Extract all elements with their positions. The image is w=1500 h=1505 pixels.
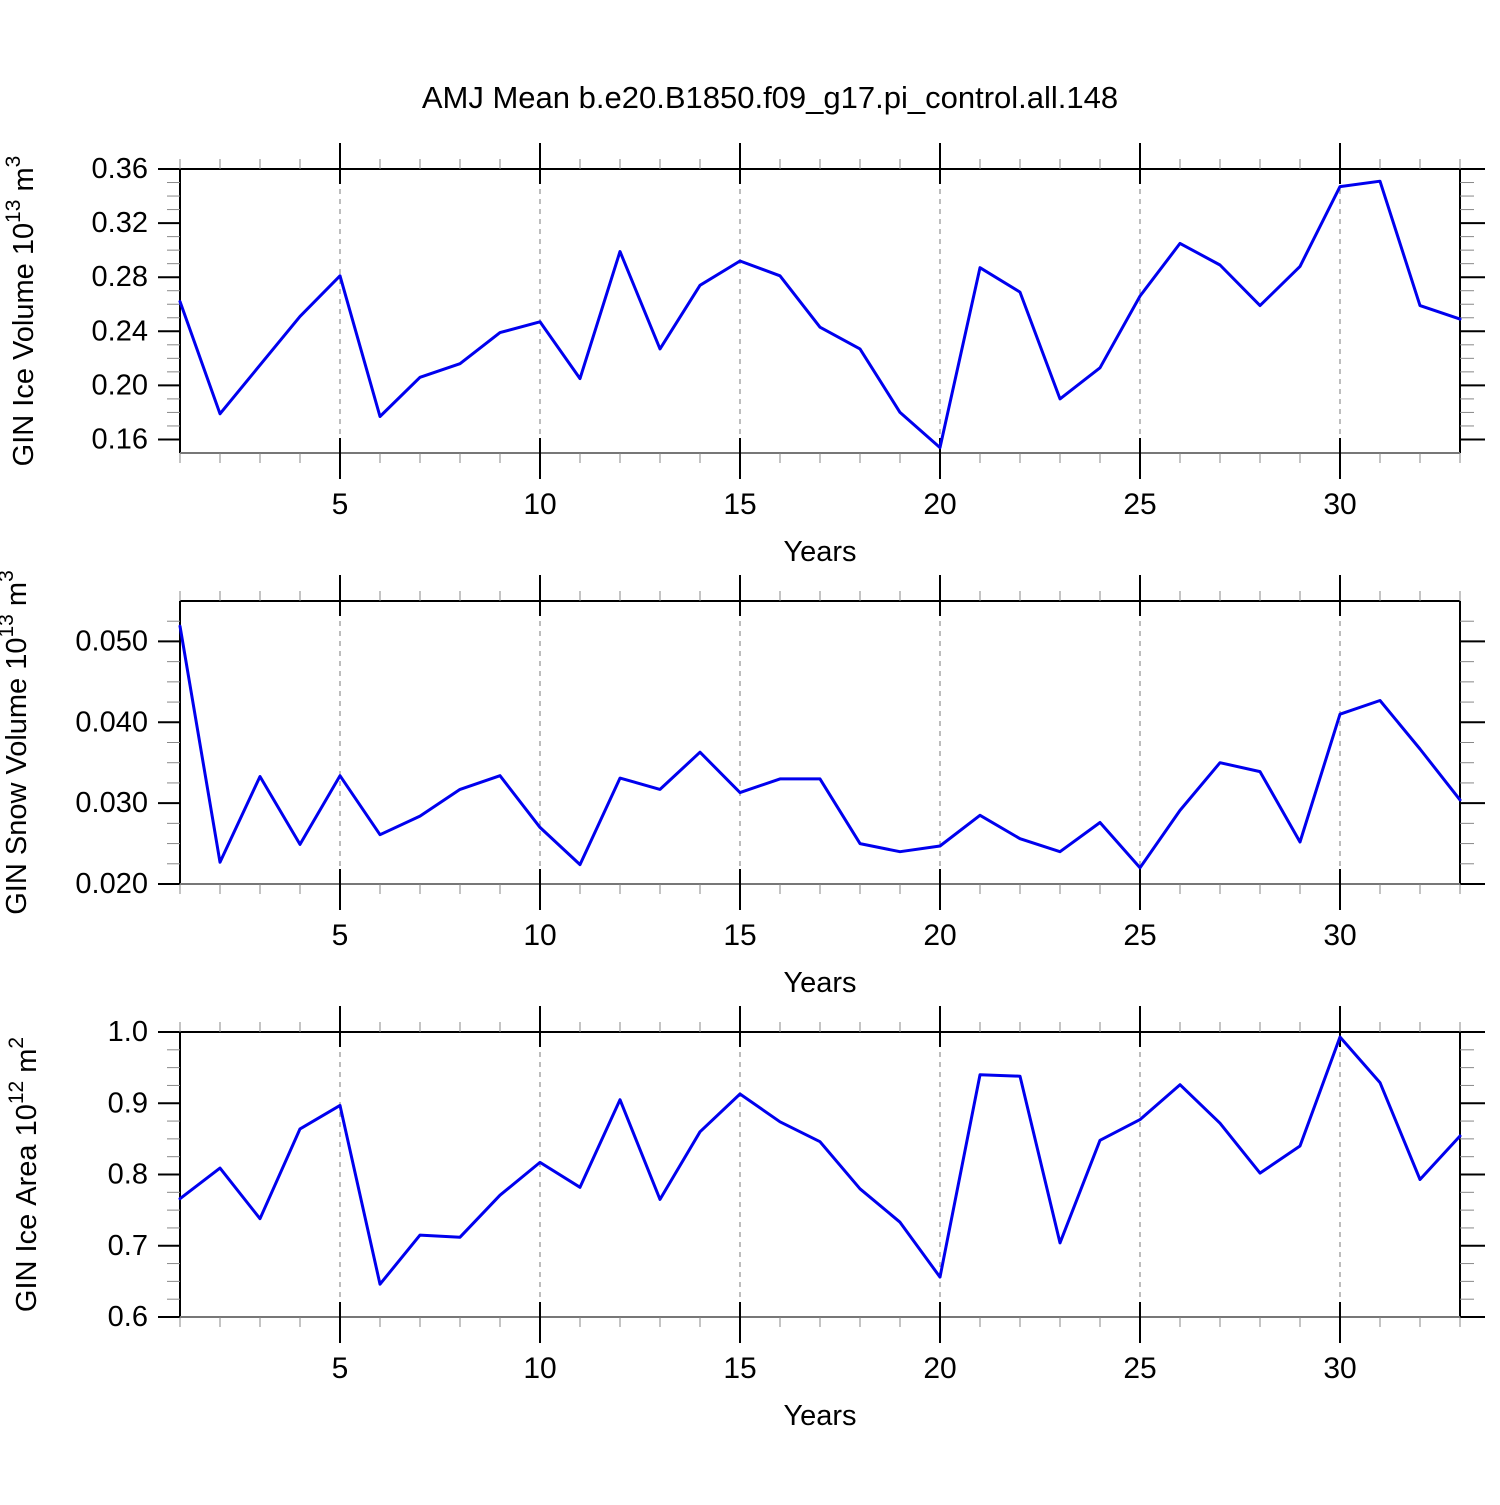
x-tick-label: 10 <box>523 488 556 521</box>
x-tick-label: 30 <box>1323 919 1356 952</box>
x-axis-title: Years <box>783 967 856 999</box>
y-tick-label: 0.36 <box>92 153 148 185</box>
y-tick-label: 0.030 <box>75 787 148 819</box>
y-tick-label: 0.24 <box>92 315 148 347</box>
y-tick-label: 1.0 <box>108 1016 148 1048</box>
x-tick-label: 30 <box>1323 488 1356 521</box>
x-tick-label: 10 <box>523 1352 556 1385</box>
y-tick-label: 0.16 <box>92 423 148 455</box>
panel-ice-volume: 0.36 0.32 0.28 0.24 0.20 0.16 5 10 15 20 25 30 Years… <box>2 143 1485 568</box>
panel-snow-volume: 0.050 0.040 0.030 0.020 5 10 15 20 25 30 Years GIN … <box>0 570 1485 999</box>
panel-ice-area: 1.0 0.9 0.8 0.7 0.6 5 10 15 20 25 30 Years GIN Ice A… <box>5 1006 1485 1432</box>
x-axis-title: Years <box>783 536 856 568</box>
y-axis-title: GIN Snow Volume 1013 m3 <box>0 570 33 915</box>
y-tick-label: 0.050 <box>75 625 148 657</box>
x-tick-label: 15 <box>723 919 756 952</box>
y-tick-label: 0.6 <box>108 1301 148 1333</box>
y-axis-title: GIN Ice Volume 1013 m3 <box>2 156 40 467</box>
x-tick-label: 30 <box>1323 1352 1356 1385</box>
figure-title: AMJ Mean b.e20.B1850.f09_g17.pi_control.… <box>422 80 1118 115</box>
x-axis-title: Years <box>783 1400 856 1432</box>
snow-volume-line <box>178 624 1462 870</box>
y-tick-label: 0.020 <box>75 868 148 900</box>
x-tick-label: 5 <box>332 1352 349 1385</box>
x-tick-label: 25 <box>1123 919 1156 952</box>
x-tick-label: 15 <box>723 1352 756 1385</box>
ice-volume-line <box>178 179 1462 450</box>
x-tick-label: 5 <box>332 488 349 521</box>
x-tick-label: 5 <box>332 919 349 952</box>
y-tick-label: 0.9 <box>108 1087 148 1119</box>
x-tick-label: 25 <box>1123 488 1156 521</box>
x-tick-label: 10 <box>523 919 556 952</box>
x-tick-label: 20 <box>923 919 956 952</box>
y-tick-label: 0.20 <box>92 369 148 401</box>
x-tick-label: 15 <box>723 488 756 521</box>
y-tick-label: 0.8 <box>108 1159 148 1191</box>
y-tick-label: 0.32 <box>92 207 148 239</box>
y-tick-label: 0.040 <box>75 706 148 738</box>
x-tick-label: 20 <box>923 488 956 521</box>
y-tick-label: 0.28 <box>92 261 148 293</box>
y-axis-title: GIN Ice Area 1012 m2 <box>5 1037 43 1312</box>
ice-area-line <box>178 1035 1462 1286</box>
y-tick-label: 0.7 <box>108 1230 148 1262</box>
x-tick-label: 25 <box>1123 1352 1156 1385</box>
x-tick-label: 20 <box>923 1352 956 1385</box>
